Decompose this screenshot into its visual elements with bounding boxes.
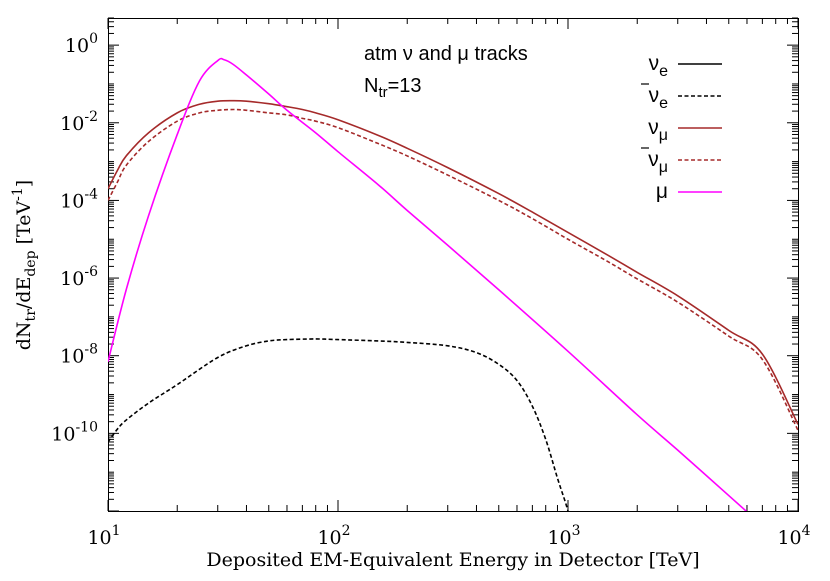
- x-tick-label-base: 10: [87, 527, 111, 549]
- x-axis-label: Deposited EM-Equivalent Energy in Detect…: [206, 549, 699, 571]
- y-axis-label-sub2: dep: [23, 250, 39, 276]
- y-tick-label: 10-4: [60, 186, 98, 212]
- legend-label-sub: μ: [659, 159, 668, 176]
- series-line-3: [108, 108, 798, 431]
- plot-frame: [108, 18, 799, 512]
- series-line-1: [108, 338, 569, 511]
- x-tick-label-base: 10: [547, 527, 571, 549]
- y-tick-label: 10-8: [60, 342, 98, 368]
- y-tick-label-base: 10: [60, 346, 84, 368]
- legend-label-sub: e: [659, 95, 668, 112]
- x-tick-label-exp: 1: [112, 523, 121, 539]
- legend-label-0: νe: [649, 52, 669, 80]
- y-tick-label-base: 10: [65, 35, 89, 57]
- x-tick-label-base: 10: [777, 527, 801, 549]
- y-axis-label-sub1: tr: [23, 309, 39, 322]
- y-tick-label-base: 10: [60, 190, 84, 212]
- y-tick-label-exp: -2: [84, 109, 98, 125]
- y-axis-label-sup: -1: [10, 187, 26, 201]
- legend-label-base: μ: [656, 180, 668, 203]
- x-tick-label-exp: 2: [342, 523, 351, 539]
- x-tick-label: 103: [547, 523, 580, 549]
- y-axis-label-p1: dN: [13, 321, 35, 350]
- x-tick-label: 102: [317, 523, 350, 549]
- legend-label-base: ν: [648, 148, 659, 171]
- series-line-2: [108, 99, 798, 425]
- y-axis-label-p4: ]: [13, 180, 35, 187]
- y-tick-label-exp: 0: [89, 31, 98, 47]
- legend-label-3: νμ: [648, 148, 668, 176]
- y-tick-label-base: 10: [60, 268, 84, 290]
- tick-marks: [107, 17, 799, 512]
- x-tick-label-exp: 3: [572, 523, 581, 539]
- annotation-ntr-base: N: [364, 75, 378, 97]
- y-axis-label: dNtr/dEdep [TeV-1]: [10, 180, 39, 350]
- series-line-4: [108, 57, 748, 511]
- annotation-ntr-sub: tr: [378, 84, 387, 101]
- legend-label-4: μ: [656, 180, 668, 203]
- x-tick-label-exp: 4: [802, 523, 811, 539]
- x-tick-label: 104: [777, 523, 810, 549]
- legend-label-1: νe: [649, 84, 669, 112]
- y-tick-label-exp: -6: [84, 264, 98, 280]
- legend-label-2: νμ: [648, 116, 668, 144]
- annotation-ntr-rest: =13: [388, 75, 422, 97]
- y-axis-label-p3: [TeV: [13, 201, 35, 251]
- x-tick-label-base: 10: [317, 527, 341, 549]
- legend-label-base: ν: [648, 116, 659, 139]
- y-tick-label-base: 10: [60, 113, 84, 135]
- series-lines: [108, 57, 798, 511]
- y-tick-label: 10-6: [60, 264, 98, 290]
- y-tick-label-exp: -10: [75, 419, 98, 435]
- annotation-title: atm ν and μ tracks: [364, 43, 528, 65]
- y-axis-label-p2: /dE: [13, 277, 35, 309]
- legend-label-base: ν: [649, 52, 660, 75]
- y-tick-label: 100: [65, 31, 98, 57]
- annotation-ntr: Ntr=13: [364, 75, 422, 101]
- y-tick-label-base: 10: [51, 423, 75, 445]
- y-tick-label: 10-10: [51, 419, 98, 445]
- x-tick-label: 101: [87, 523, 120, 549]
- y-tick-label-exp: -4: [84, 186, 98, 202]
- legend-label-sub: e: [659, 63, 668, 80]
- y-tick-label-exp: -8: [84, 342, 98, 358]
- legend-label-base: ν: [649, 84, 660, 107]
- legend-label-sub: μ: [659, 127, 668, 144]
- y-tick-label: 10-2: [60, 109, 98, 135]
